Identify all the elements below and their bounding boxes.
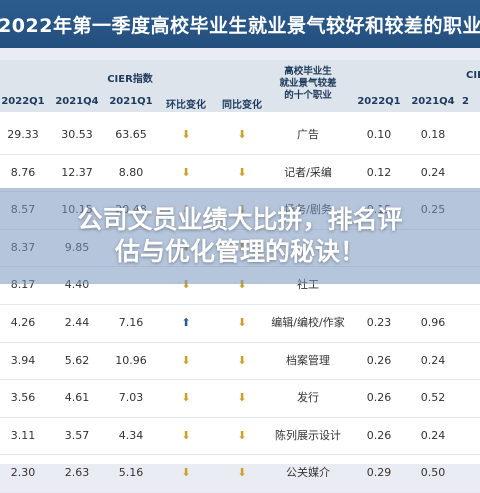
occupation-cell: 编辑/编校/作家 — [271, 315, 345, 329]
occupation-header-line: 的十个职业 — [284, 90, 332, 101]
arrow-down-icon: ⬇ — [237, 428, 247, 442]
value-cell: 63.65 — [115, 128, 147, 141]
overlay-headline-line-2: 估与优化管理的秘诀！ — [114, 237, 365, 266]
column-header: 2021Q4 — [411, 96, 455, 107]
occupation-header-line: 高校毕业生 — [284, 66, 332, 77]
arrow-down-icon: ⬇ — [181, 353, 191, 367]
column-header: 2022Q1 — [357, 96, 401, 107]
value-cell: 2.44 — [64, 315, 90, 329]
arrow-down-icon: ⬇ — [181, 165, 191, 179]
value-cell: 29.33 — [7, 128, 39, 141]
value-cell: 4.34 — [118, 428, 144, 442]
cier-index-group-label: CIER指数 — [107, 74, 153, 85]
value-cell: 0.24 — [420, 165, 446, 179]
banner-title: 2022年第一季度高校毕业生就业景气较好和较差的职业 — [0, 14, 480, 37]
value-cell: 0.26 — [366, 428, 392, 442]
value-cell: 5.16 — [118, 466, 144, 480]
value-cell: 0.26 — [366, 353, 392, 367]
arrow-down-icon: ⬇ — [181, 391, 191, 405]
table-row: 4.26 2.44 7.16 ⬆ ⬇ 编辑/编校/作家 0.23 0.96 — [0, 305, 480, 343]
value-cell: 2.63 — [64, 466, 90, 480]
value-cell: 4.26 — [10, 315, 36, 329]
arrow-up-icon: ⬆ — [181, 315, 191, 329]
occupation-cell: 发行 — [297, 391, 319, 405]
value-cell: 7.16 — [118, 315, 144, 329]
occupation-header-line: 就业景气较差 — [279, 78, 337, 89]
value-cell: 0.52 — [420, 391, 446, 405]
value-cell: 0.24 — [420, 428, 446, 442]
occupation-cell: 档案管理 — [286, 353, 330, 367]
table-row: 8.76 12.37 8.80 ⬇ ⬇ 记者/采编 0.12 0.24 — [0, 155, 480, 193]
table-header-bottom — [0, 90, 480, 112]
column-header: 2022Q1 — [1, 96, 45, 107]
cier-index-group-label-right: CIE — [466, 70, 480, 81]
occupation-cell: 公关媒介 — [286, 466, 330, 480]
arrow-down-icon: ⬇ — [237, 278, 247, 292]
occupation-cell: 广告 — [297, 128, 319, 141]
arrow-down-icon: ⬇ — [181, 466, 191, 480]
header-banner: 2022年第一季度高校毕业生就业景气较好和较差的职业 — [0, 0, 480, 48]
column-header: 2 — [462, 96, 469, 107]
value-cell: 0.29 — [366, 466, 392, 480]
column-header: 2021Q4 — [55, 96, 99, 107]
arrow-down-icon: ⬇ — [181, 278, 191, 292]
arrow-down-icon: ⬇ — [237, 353, 247, 367]
table-row: 2.30 2.63 5.16 ⬇ ⬇ 公关媒介 0.29 0.50 — [0, 455, 480, 493]
value-cell: 3.56 — [10, 391, 36, 405]
value-cell: 0.96 — [420, 315, 446, 329]
arrow-down-icon: ⬇ — [237, 315, 247, 329]
column-header: 环比变化 — [166, 100, 206, 111]
value-cell: 0.10 — [366, 128, 392, 141]
arrow-down-icon: ⬇ — [181, 128, 191, 141]
overlay-banner: 公司文员业绩大比拼，排名评 估与优化管理的秘诀！ — [0, 188, 480, 284]
table-header-top — [0, 60, 480, 90]
value-cell: 0.26 — [366, 391, 392, 405]
table-row: 3.94 5.62 10.96 ⬇ ⬇ 档案管理 0.26 0.24 — [0, 343, 480, 381]
arrow-down-icon: ⬇ — [237, 466, 247, 480]
arrow-down-icon: ⬇ — [237, 128, 247, 141]
table-row: 3.56 4.61 7.03 ⬇ ⬇ 发行 0.26 0.52 — [0, 380, 480, 418]
table-body: 29.33 30.53 63.65 ⬇ ⬇ 广告 0.10 0.18 8.76 12.37 8.80… — [0, 117, 480, 493]
table-row: 3.11 3.57 4.34 ⬇ ⬇ 陈列展示设计 0.26 0.24 — [0, 418, 480, 456]
value-cell: 3.11 — [10, 428, 36, 442]
column-header: 同比变化 — [222, 100, 262, 111]
table-row: 29.33 30.53 63.65 ⬇ ⬇ 广告 0.10 0.18 — [0, 117, 480, 155]
arrow-down-icon: ⬇ — [237, 391, 247, 405]
value-cell: 2.30 — [10, 466, 36, 480]
value-cell: 0.23 — [366, 315, 392, 329]
value-cell: 12.37 — [61, 165, 93, 179]
overlay-headline-line-1: 公司文员业绩大比拼，排名评 — [77, 205, 403, 234]
value-cell: 7.03 — [118, 391, 144, 405]
value-cell: 0.12 — [366, 165, 392, 179]
value-cell: 8.76 — [10, 165, 36, 179]
value-cell: 30.53 — [61, 128, 93, 141]
value-cell: 10.96 — [115, 353, 147, 367]
value-cell: 0.50 — [420, 466, 446, 480]
value-cell: 5.62 — [64, 353, 90, 367]
value-cell: 4.61 — [64, 391, 90, 405]
occupation-cell: 陈列展示设计 — [275, 428, 341, 442]
value-cell: 0.24 — [420, 353, 446, 367]
arrow-down-icon: ⬇ — [181, 428, 191, 442]
value-cell: 8.80 — [118, 165, 144, 179]
value-cell: 0.18 — [420, 128, 446, 141]
occupation-column-header: 高校毕业生 就业景气较差 的十个职业 — [260, 66, 356, 102]
value-cell: 3.57 — [64, 428, 90, 442]
occupation-cell: 记者/采编 — [284, 165, 332, 179]
value-cell: 3.94 — [10, 353, 36, 367]
arrow-down-icon: ⬇ — [237, 165, 247, 179]
column-header: 2021Q1 — [109, 96, 153, 107]
